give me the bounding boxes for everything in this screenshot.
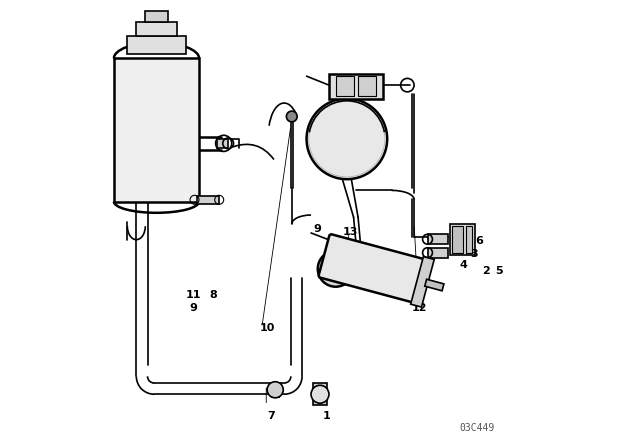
Bar (450, 224, 475, 255)
Text: 3: 3 (471, 250, 478, 259)
Text: 2: 2 (482, 266, 490, 276)
Bar (336, 76, 354, 96)
Text: 13: 13 (342, 227, 358, 237)
Text: 03C449: 03C449 (459, 423, 495, 433)
Circle shape (346, 245, 353, 252)
Text: 5: 5 (495, 266, 503, 276)
FancyBboxPatch shape (319, 234, 429, 303)
Circle shape (317, 251, 354, 287)
Bar (428, 248, 448, 258)
Bar (314, 383, 327, 405)
Bar (411, 257, 434, 307)
Bar (466, 226, 472, 253)
Circle shape (336, 259, 347, 270)
Bar (358, 76, 376, 96)
Bar (145, 11, 168, 22)
Circle shape (267, 382, 284, 398)
Bar (329, 74, 383, 99)
Bar (452, 226, 463, 253)
Text: 7: 7 (267, 411, 275, 421)
Bar (425, 279, 444, 291)
Text: 1: 1 (323, 411, 331, 421)
Text: 12: 12 (412, 303, 428, 313)
Circle shape (307, 99, 387, 179)
Circle shape (287, 111, 297, 122)
Text: 11: 11 (186, 290, 202, 300)
Bar (127, 36, 186, 54)
Text: 10: 10 (259, 323, 275, 333)
Text: 8: 8 (209, 290, 217, 300)
Text: 9: 9 (313, 224, 321, 234)
Bar (136, 22, 177, 36)
Bar (428, 234, 448, 244)
Circle shape (342, 242, 356, 255)
Text: 4: 4 (460, 260, 467, 270)
Circle shape (311, 385, 329, 403)
Circle shape (417, 265, 429, 277)
Bar (114, 58, 199, 202)
Text: 6: 6 (475, 236, 483, 246)
Bar (217, 139, 228, 148)
Bar (197, 196, 219, 204)
Text: 9: 9 (189, 303, 198, 313)
